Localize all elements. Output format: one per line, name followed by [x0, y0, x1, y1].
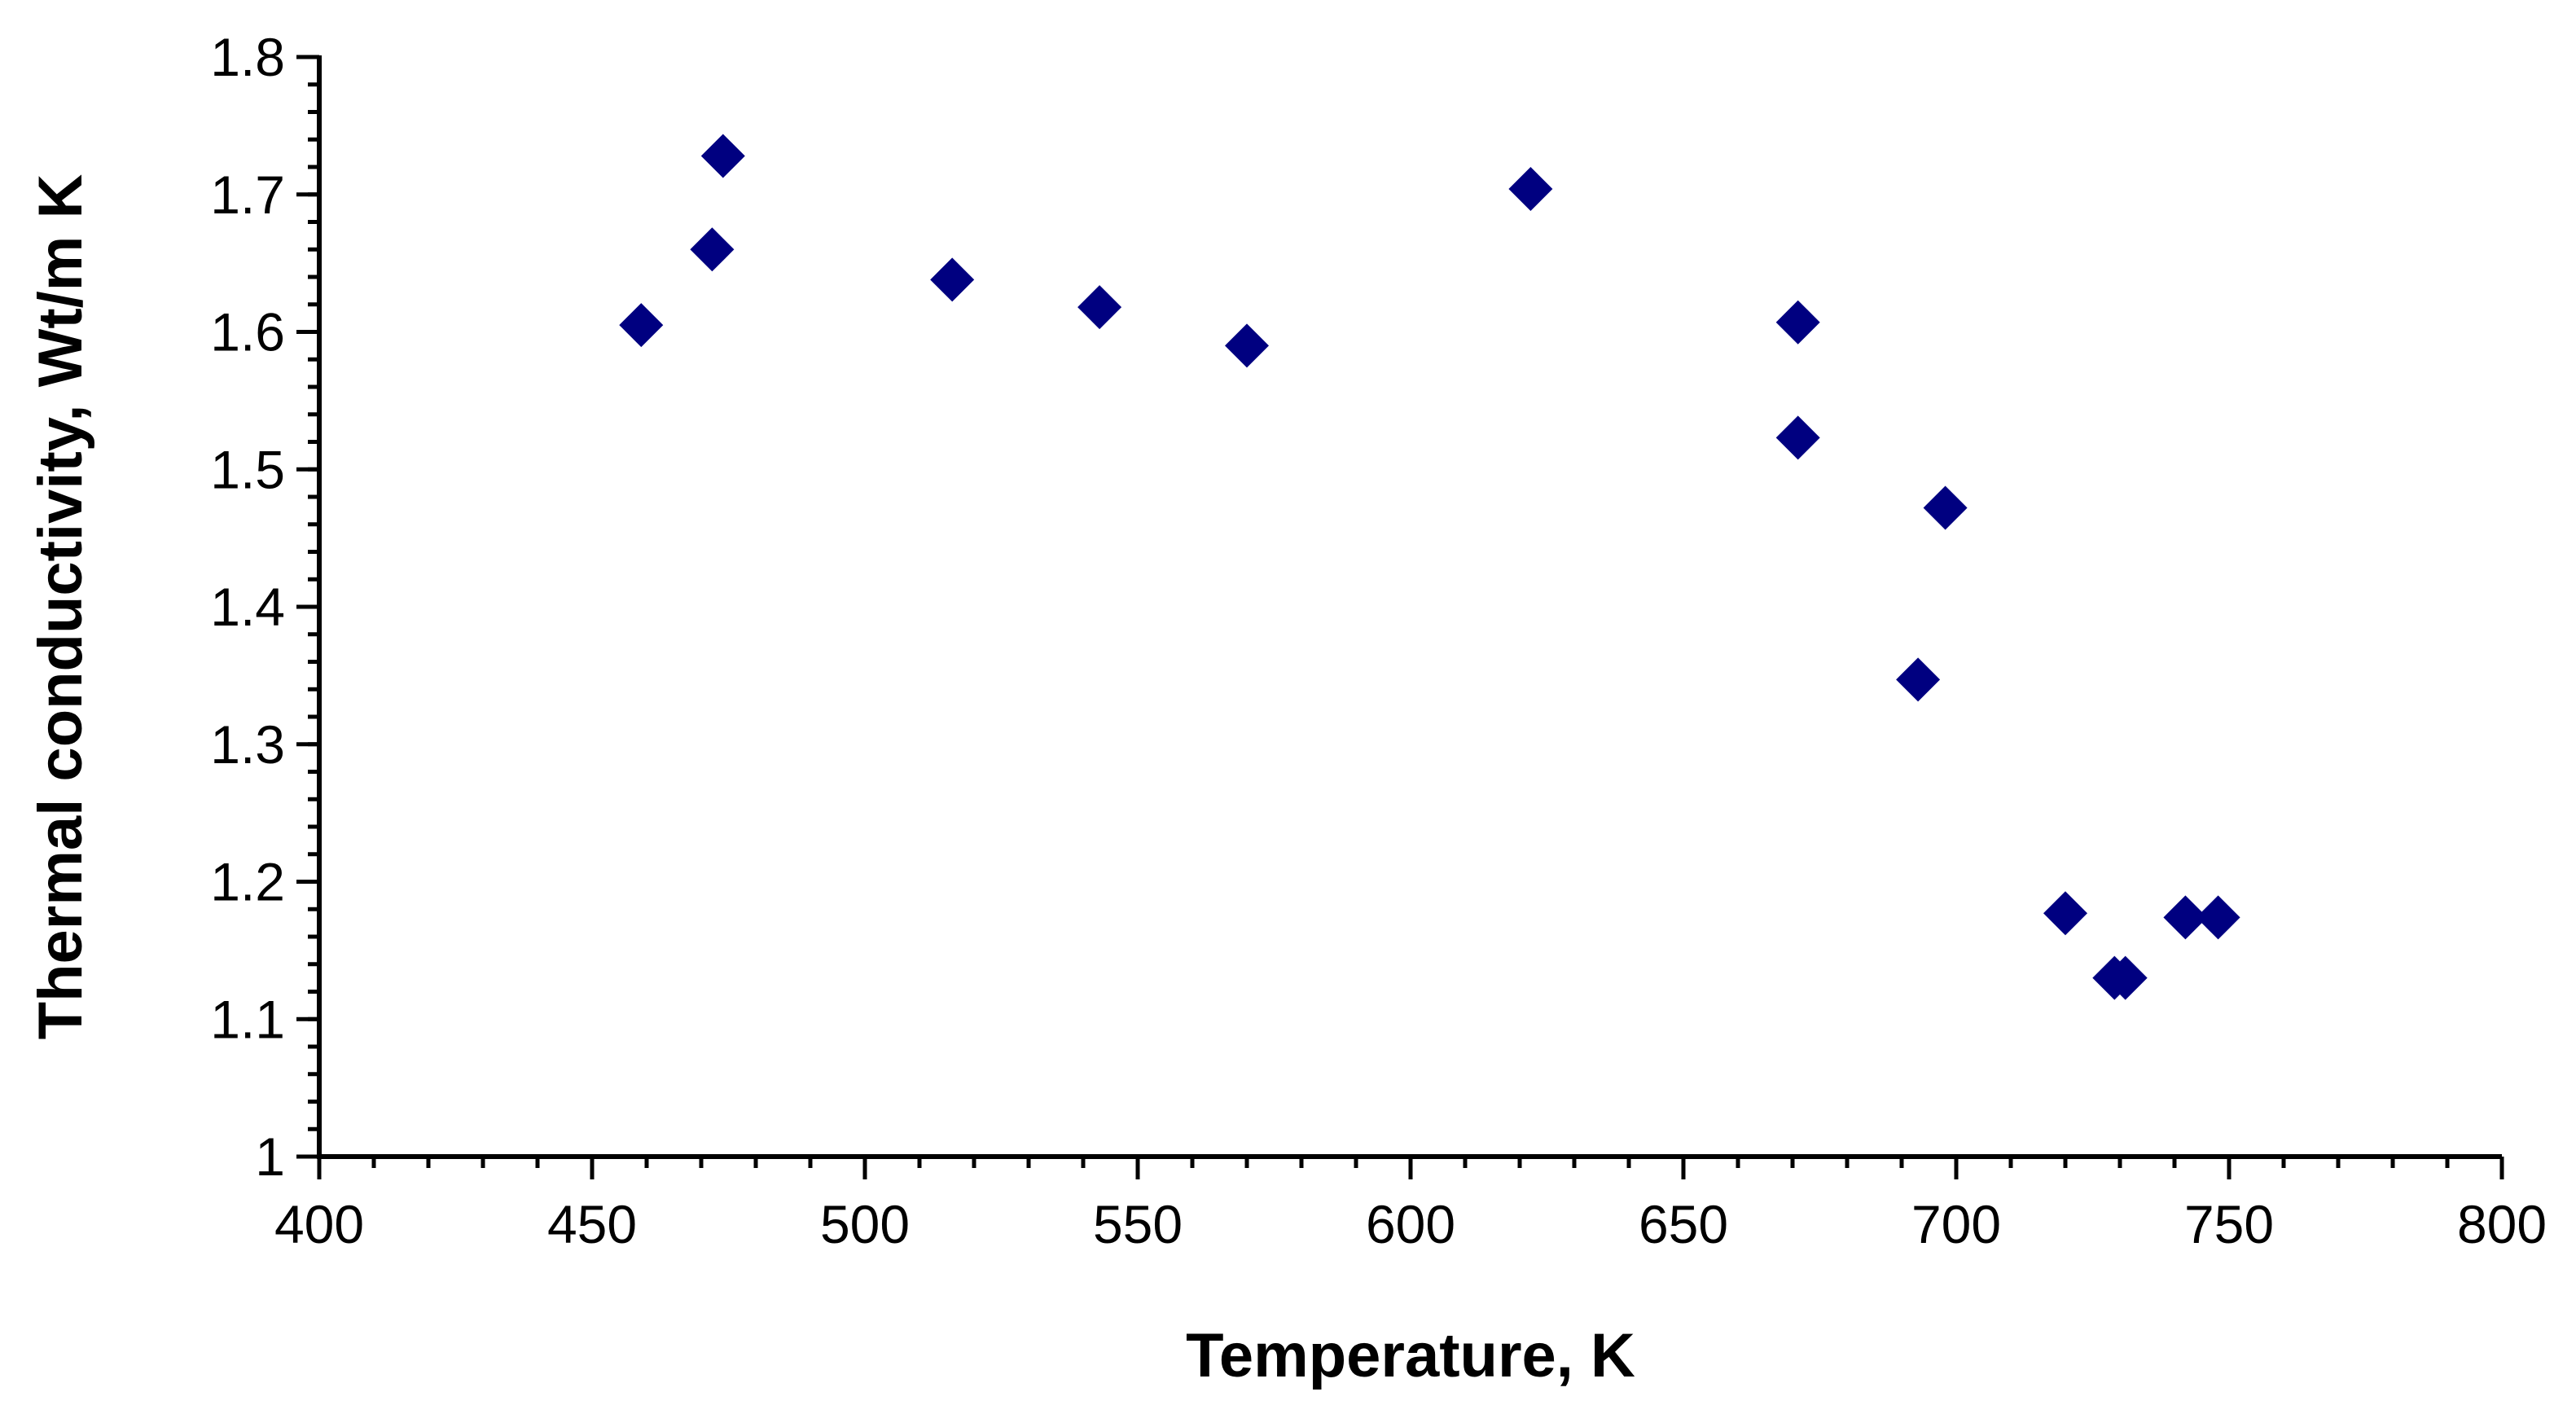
- data-point: [1077, 285, 1122, 330]
- data-point: [1923, 485, 1968, 530]
- x-tick-labels: 400 450 500 550 600 650 700 750 800: [274, 1194, 2547, 1254]
- y-tick-labels: 1 1.1 1.2 1.3 1.4 1.5 1.6 1.7 1.8: [210, 27, 285, 1187]
- x-tick-label: 400: [274, 1194, 364, 1254]
- x-tick-label: 600: [1366, 1194, 1455, 1254]
- x-tick-label: 750: [2184, 1194, 2274, 1254]
- y-tick-label: 1.8: [210, 27, 285, 87]
- data-point: [2163, 895, 2208, 940]
- data-point: [1225, 323, 1269, 368]
- x-tick-label: 500: [820, 1194, 910, 1254]
- x-tick-label: 800: [2457, 1194, 2547, 1254]
- y-tick-label: 1.6: [210, 302, 285, 362]
- data-point: [1508, 167, 1553, 211]
- y-tick-label: 1.5: [210, 439, 285, 499]
- y-tick-label: 1.7: [210, 165, 285, 225]
- data-points: [619, 134, 2240, 1000]
- x-axis-title: Temperature, K: [1186, 1321, 1635, 1390]
- y-tick-label: 1.2: [210, 852, 285, 912]
- data-point: [1896, 657, 1941, 702]
- minor-ticks: [308, 55, 2504, 1168]
- y-axis-title: Thermal conductivity, Wt/m K: [26, 174, 95, 1040]
- data-point: [2043, 891, 2087, 936]
- x-tick-label: 450: [547, 1194, 637, 1254]
- x-tick-label: 700: [1911, 1194, 2001, 1254]
- data-point: [1775, 300, 1820, 345]
- major-ticks: [296, 55, 2504, 1179]
- x-tick-label: 650: [1639, 1194, 1728, 1254]
- x-tick-label: 550: [1093, 1194, 1183, 1254]
- y-tick-label: 1.3: [210, 714, 285, 775]
- data-point: [619, 303, 664, 348]
- data-point: [2103, 955, 2148, 1000]
- data-point: [690, 227, 735, 272]
- y-tick-label: 1.4: [210, 577, 285, 637]
- data-point: [700, 134, 745, 178]
- data-point: [2196, 895, 2240, 940]
- y-tick-label: 1: [255, 1126, 285, 1187]
- data-point: [930, 257, 975, 302]
- data-point: [1775, 415, 1820, 460]
- y-tick-label: 1.1: [210, 989, 285, 1049]
